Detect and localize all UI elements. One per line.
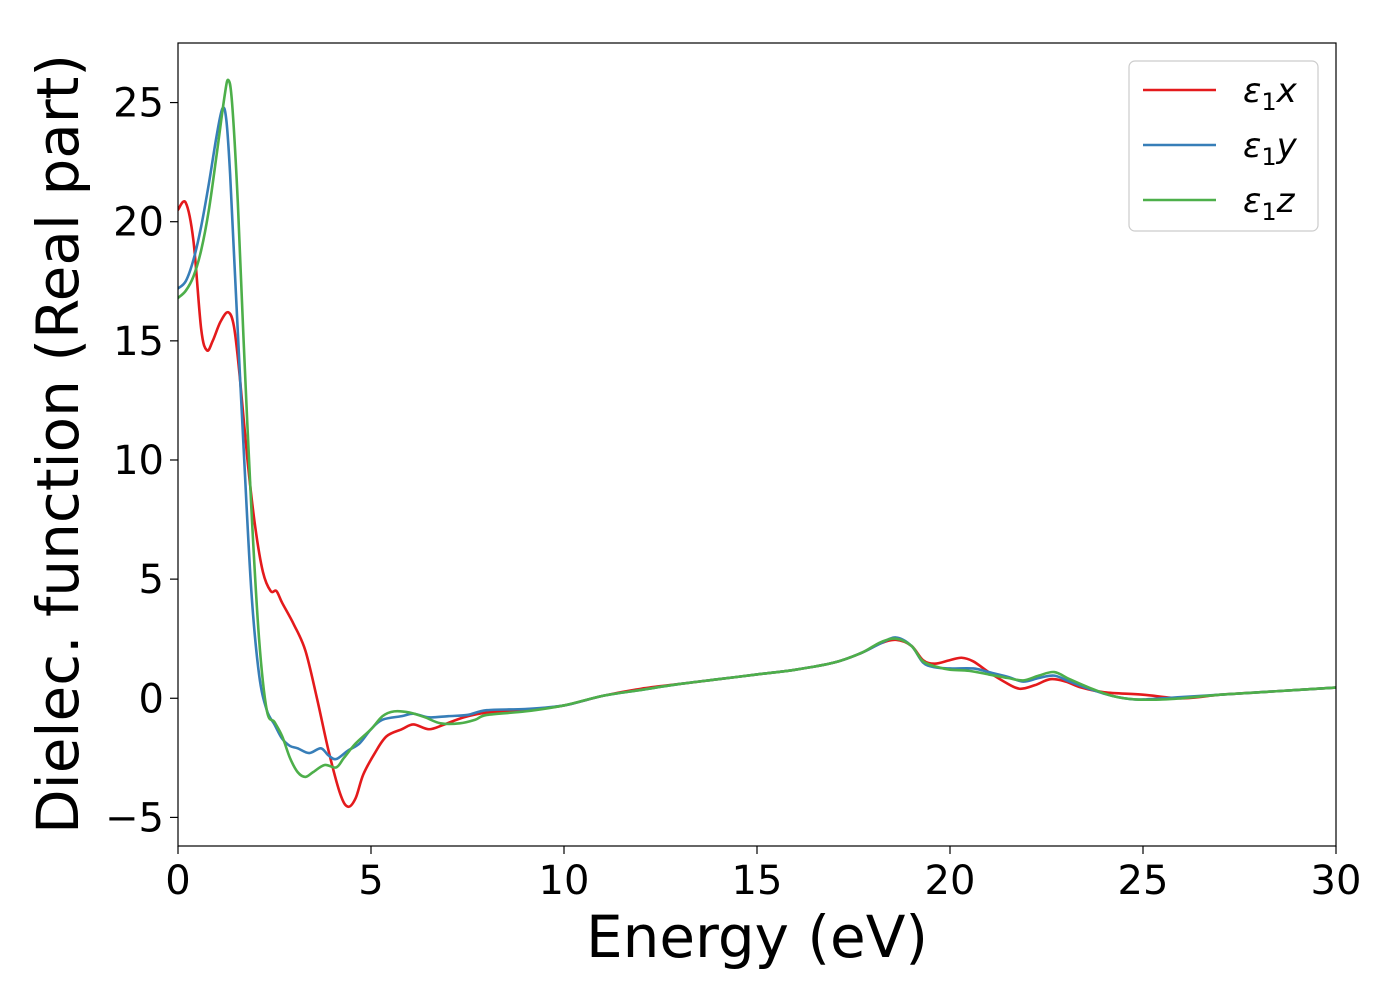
y-tick-label: 20: [113, 200, 164, 246]
x-tick-label: 10: [539, 858, 590, 904]
legend-label-subscript: 1: [1261, 143, 1276, 171]
x-tick-label: 30: [1311, 858, 1362, 904]
y-tick-label: 5: [139, 557, 164, 603]
legend-label-z: ε1z: [1243, 181, 1296, 226]
x-tick-label: 25: [1118, 858, 1169, 904]
legend-label-y: ε1y: [1243, 126, 1298, 171]
x-axis: 0 5 10 15 20 25 30: [165, 846, 1361, 904]
legend-label-base: ε: [1243, 71, 1261, 111]
legend-label-base: ε: [1243, 181, 1261, 221]
legend-box: [1128, 60, 1319, 232]
y-axis: −5 0 5 10 15 20 25: [105, 81, 178, 841]
x-tick-label: 20: [925, 858, 976, 904]
x-tick-label: 5: [358, 858, 383, 904]
y-tick-label: 15: [113, 319, 164, 365]
legend-label-suffix: y: [1276, 126, 1298, 166]
series-group: [178, 78, 1336, 809]
series-line-z: [178, 78, 1336, 779]
legend-label-suffix: z: [1276, 181, 1296, 221]
x-tick-label: 0: [165, 858, 190, 904]
x-axis-title: Energy (eV): [586, 903, 928, 971]
legend-label-subscript: 1: [1261, 198, 1276, 226]
series-line-y: [178, 106, 1336, 761]
x-tick-label: 15: [732, 858, 783, 904]
legend-label-x: ε1x: [1243, 71, 1298, 116]
y-tick-label: 25: [113, 81, 164, 127]
y-axis-title: Dielec. function (Real part): [24, 54, 92, 834]
legend-label-base: ε: [1243, 126, 1261, 166]
y-tick-label: 10: [113, 438, 164, 484]
y-tick-label: −5: [105, 795, 164, 841]
y-tick-label: 0: [139, 676, 164, 722]
legend-label-suffix: x: [1276, 71, 1298, 111]
legend-label-subscript: 1: [1261, 88, 1276, 116]
